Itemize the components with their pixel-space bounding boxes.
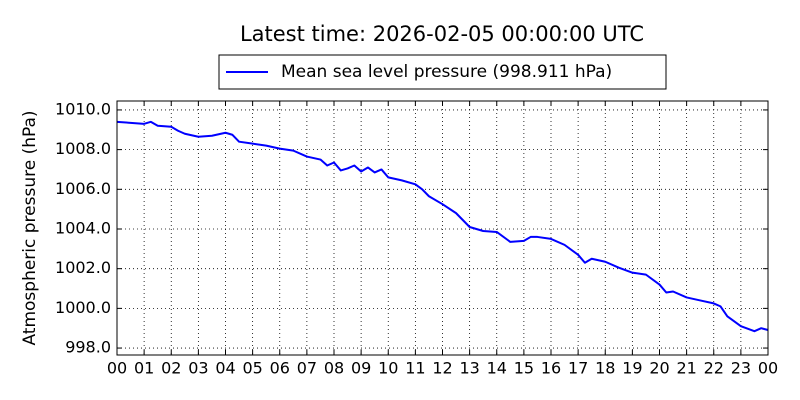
x-tick-label: 04: [215, 359, 235, 378]
legend-box: [218, 54, 667, 90]
data-line: [116, 120, 769, 333]
x-tick-label: 10: [378, 359, 398, 378]
x-tick-label: 05: [242, 359, 262, 378]
y-tick-label: 998.0: [65, 338, 111, 357]
y-tick-label: 1010.0: [55, 99, 111, 118]
x-tick-label: 12: [432, 359, 452, 378]
x-tick-label: 17: [568, 359, 588, 378]
x-tick-label: 14: [487, 359, 507, 378]
x-tick-label: 16: [541, 359, 561, 378]
x-tick-label: 03: [188, 359, 208, 378]
x-tick-label: 06: [270, 359, 290, 378]
x-tick-label: 22: [704, 359, 724, 378]
x-tick-label: 13: [459, 359, 479, 378]
y-tick-label: 1004.0: [55, 218, 111, 237]
chart-title: Latest time: 2026-02-05 00:00:00 UTC: [240, 22, 644, 46]
x-tick-label: 15: [514, 359, 534, 378]
y-axis-label: Atmospheric pressure (hPa): [20, 110, 40, 345]
x-tick-label: 23: [731, 359, 751, 378]
x-tick-label: 00: [107, 359, 127, 378]
y-tick-label: 1008.0: [55, 139, 111, 158]
x-tick-label: 01: [134, 359, 154, 378]
plot-frame: [116, 100, 769, 356]
x-tick-label: 19: [622, 359, 642, 378]
legend-label: Mean sea level pressure (998.911 hPa): [281, 62, 612, 82]
x-tick-label: 07: [297, 359, 317, 378]
x-tick-label: 09: [351, 359, 371, 378]
y-tick-label: 1006.0: [55, 179, 111, 198]
y-tick-label: 1000.0: [55, 298, 111, 317]
y-tick-label: 1002.0: [55, 258, 111, 277]
x-tick-label: 21: [676, 359, 696, 378]
x-tick-label: 11: [405, 359, 425, 378]
x-tick-label: 18: [595, 359, 615, 378]
x-tick-label: 20: [649, 359, 669, 378]
x-tick-label: 00: [758, 359, 778, 378]
x-tick-label: 08: [324, 359, 344, 378]
x-tick-label: 02: [161, 359, 181, 378]
